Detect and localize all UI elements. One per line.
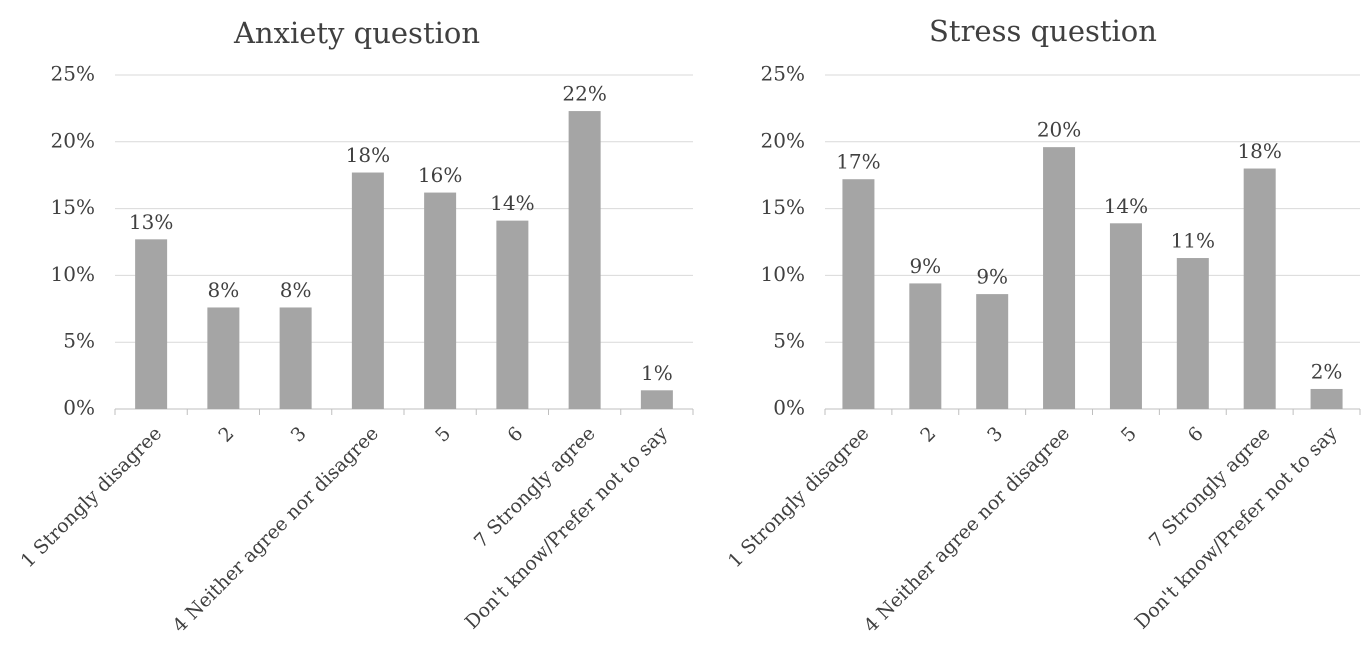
anxiety-data-label: 8% — [280, 278, 312, 302]
stress-data-label: 9% — [909, 254, 941, 278]
stress-y-tick-label: 5% — [773, 329, 805, 353]
anxiety-category-label: 4 Neither agree nor disagree — [169, 423, 383, 637]
stress-bar — [976, 294, 1009, 409]
stress-category-label: 2 — [916, 423, 940, 447]
stress-y-tick-label: 0% — [773, 396, 805, 420]
stress-data-label: 20% — [1037, 118, 1081, 142]
stress-y-tick-label: 10% — [761, 262, 805, 286]
anxiety-y-tick-label: 5% — [63, 329, 95, 353]
anxiety-data-label: 16% — [418, 163, 462, 187]
anxiety-category-label: 5 — [431, 423, 455, 447]
stress-data-label: 18% — [1237, 139, 1281, 163]
stress-bar — [1109, 223, 1142, 409]
stress-category-label: 1 Strongly disagree — [724, 423, 874, 573]
stress-bar — [1176, 258, 1209, 409]
stress-bar — [1043, 147, 1076, 410]
anxiety-data-label: 13% — [129, 210, 173, 234]
stress-bar — [842, 179, 875, 409]
stress-y-tick-label: 20% — [761, 128, 805, 152]
stress-data-label: 9% — [976, 265, 1008, 289]
anxiety-bar — [279, 307, 312, 409]
stress-category-label: 4 Neither agree nor disagree — [860, 423, 1074, 637]
anxiety-data-label: 8% — [208, 278, 240, 302]
anxiety-bar — [351, 172, 384, 409]
anxiety-bar — [568, 111, 601, 410]
anxiety-category-label: 6 — [503, 423, 527, 447]
stress-category-label: 5 — [1117, 423, 1141, 447]
anxiety-category-label: 2 — [214, 423, 238, 447]
stress-bar — [909, 283, 942, 409]
anxiety-category-label: 1 Strongly disagree — [17, 423, 167, 573]
anxiety-data-label: 22% — [562, 82, 606, 106]
anxiety-bar — [424, 192, 457, 409]
anxiety-bar — [135, 239, 168, 409]
anxiety-category-label: 7 Strongly agree — [470, 423, 600, 553]
anxiety-chart: Anxiety question 0% 5% 10% 15% 20% 25% 13% 1 Str… — [17, 16, 694, 637]
anxiety-bar — [496, 220, 529, 409]
anxiety-y-tick-label: 15% — [51, 195, 95, 219]
stress-y-tick-label: 25% — [761, 62, 805, 86]
stress-category-label: 6 — [1184, 423, 1208, 447]
anxiety-chart-title: Anxiety question — [233, 16, 480, 50]
stress-data-label: 14% — [1104, 194, 1148, 218]
anxiety-y-tick-label: 10% — [51, 262, 95, 286]
anxiety-data-label: 14% — [490, 191, 534, 215]
stress-chart: Stress question 0% 5% 10% 15% 20% 25% 17% 1 Stro… — [724, 14, 1361, 637]
stress-y-tick-label: 15% — [761, 195, 805, 219]
stress-bar — [1310, 388, 1343, 409]
stress-category-label: 7 Strongly agree — [1145, 423, 1275, 553]
anxiety-y-tick-label: 20% — [51, 128, 95, 152]
stress-chart-title: Stress question — [929, 14, 1157, 48]
stress-data-label: 17% — [836, 150, 880, 174]
anxiety-category-label: 3 — [287, 423, 311, 447]
anxiety-data-label: 18% — [346, 143, 390, 167]
anxiety-data-label: 1% — [641, 361, 673, 385]
stress-category-label: 3 — [983, 423, 1007, 447]
anxiety-bar — [640, 390, 673, 409]
stress-bar — [1243, 168, 1276, 409]
anxiety-y-tick-label: 25% — [51, 62, 95, 86]
stress-data-label: 11% — [1171, 229, 1215, 253]
anxiety-bar — [207, 307, 240, 409]
stress-data-label: 2% — [1311, 359, 1343, 383]
anxiety-y-tick-label: 0% — [63, 396, 95, 420]
